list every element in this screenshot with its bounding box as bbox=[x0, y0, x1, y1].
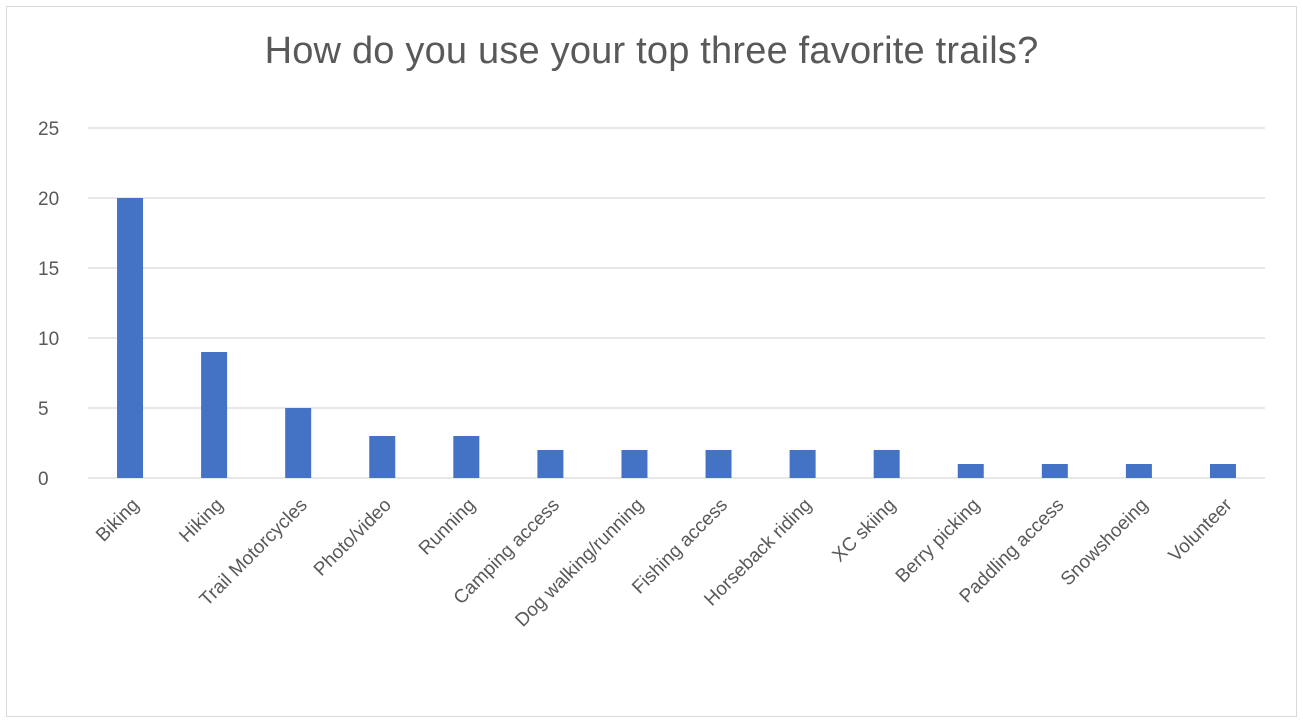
bar-horseback-riding bbox=[789, 450, 816, 478]
bar-trail-motorcycles bbox=[285, 408, 312, 478]
y-tick-label: 10 bbox=[38, 329, 59, 350]
x-tick-label: Volunteer bbox=[1165, 494, 1237, 566]
bar-dog-walking-running bbox=[621, 450, 648, 478]
bar-camping-access bbox=[537, 450, 564, 478]
x-tick-label: Photo/video bbox=[310, 495, 396, 581]
bar-biking bbox=[117, 198, 144, 478]
bar-hiking bbox=[201, 352, 228, 478]
x-tick-label: Snowshoeing bbox=[1057, 495, 1153, 591]
x-tick-label: XC skiing bbox=[829, 495, 901, 567]
bar-berry-picking bbox=[957, 464, 984, 478]
bar-snowshoeing bbox=[1125, 464, 1152, 478]
y-tick-label: 20 bbox=[38, 189, 59, 210]
x-tick-label: Berry picking bbox=[892, 495, 985, 588]
x-tick-label: Running bbox=[415, 495, 480, 560]
chart-title: How do you use your top three favorite t… bbox=[264, 30, 1039, 72]
x-tick-label: Biking bbox=[92, 495, 143, 546]
bar-xc-skiing bbox=[873, 450, 900, 478]
bar-paddling-access bbox=[1041, 464, 1068, 478]
bar-volunteer bbox=[1209, 464, 1236, 478]
bar-fishing-access bbox=[705, 450, 732, 478]
y-tick-label: 0 bbox=[38, 469, 49, 490]
bar-running bbox=[453, 436, 480, 478]
y-tick-label: 25 bbox=[38, 119, 59, 140]
x-tick-label: Hiking bbox=[175, 495, 227, 547]
y-tick-label: 15 bbox=[38, 259, 59, 280]
bar-photo-video bbox=[369, 436, 396, 478]
y-tick-label: 5 bbox=[38, 399, 49, 420]
